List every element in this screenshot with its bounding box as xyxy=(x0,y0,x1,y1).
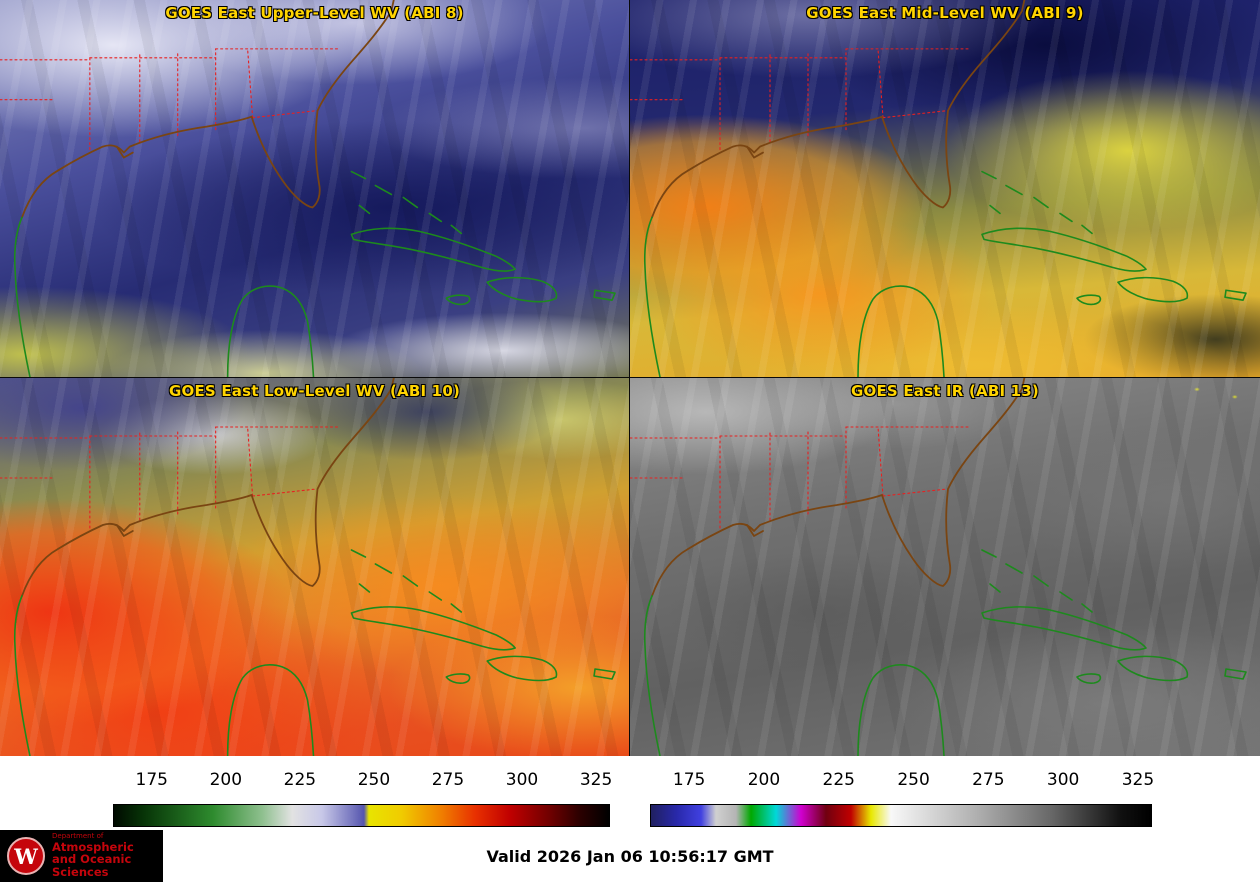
footer-bar: W Department of Atmospheric and Oceanic … xyxy=(0,830,1260,882)
wv-tick-300: 300 xyxy=(505,770,539,790)
map-overlay-slot xyxy=(630,0,1260,377)
wv-tick-200: 200 xyxy=(209,770,243,790)
map-overlay xyxy=(630,378,1247,756)
uw-aos-logo: W Department of Atmospheric and Oceanic … xyxy=(0,830,163,882)
state-borders xyxy=(0,426,339,529)
uw-crest-icon: W xyxy=(7,837,45,875)
panel-ir: GOES East IR (ABI 13) xyxy=(630,378,1260,756)
panel-title-abi10: GOES East Low-Level WV (ABI 10) xyxy=(168,382,461,400)
panel-title-abi8: GOES East Upper-Level WV (ABI 8) xyxy=(165,4,464,22)
panel-title-abi9: GOES East Mid-Level WV (ABI 9) xyxy=(806,4,1084,22)
wv-colorbar: 175 200 225 250 275 300 325 xyxy=(113,756,613,830)
satellite-imagery-abi13 xyxy=(630,378,1260,756)
coastline-us xyxy=(21,378,395,597)
coastline-caribbean xyxy=(13,170,616,377)
coastline-caribbean xyxy=(13,549,616,756)
logo-line-2: and Oceanic Sciences xyxy=(52,852,132,880)
wv-tick-225: 225 xyxy=(283,770,317,790)
wv-colorbar-ticks: 175 200 225 250 275 300 325 xyxy=(113,770,613,798)
ir-colorbar-gradient xyxy=(650,804,1152,827)
ir-tick-250: 250 xyxy=(897,770,930,790)
ir-tick-325: 325 xyxy=(1121,770,1155,790)
panel-upper-level-wv: GOES East Upper-Level WV (ABI 8) xyxy=(0,0,630,378)
satellite-imagery-abi10 xyxy=(0,378,629,756)
logo-line-1: Atmospheric xyxy=(52,839,134,854)
wv-tick-250: 250 xyxy=(357,770,391,790)
satellite-imagery-abi9 xyxy=(630,0,1260,377)
state-borders xyxy=(630,426,969,529)
coastline-us xyxy=(651,378,1026,597)
ir-tick-200: 200 xyxy=(747,770,781,790)
state-borders xyxy=(0,48,339,151)
ir-tick-275: 275 xyxy=(972,770,1005,790)
map-overlay xyxy=(0,378,616,756)
colorbar-row: 175 200 225 250 275 300 325 175 200 225 … xyxy=(0,756,1260,830)
panel-mid-level-wv: GOES East Mid-Level WV (ABI 9) xyxy=(630,0,1260,378)
valid-time-label: Valid 2026 Jan 06 10:56:17 GMT xyxy=(486,846,774,866)
ir-tick-175: 175 xyxy=(672,770,706,790)
ir-colorbar-ticks: 175 200 225 250 275 300 325 xyxy=(650,770,1155,798)
satellite-imagery-abi8 xyxy=(0,0,629,377)
map-overlay-slot xyxy=(0,378,629,756)
panel-title-abi13: GOES East IR (ABI 13) xyxy=(850,382,1039,400)
map-overlay xyxy=(630,0,1247,377)
state-borders xyxy=(630,48,969,151)
wv-colorbar-gradient xyxy=(113,804,610,827)
wv-tick-175: 175 xyxy=(135,770,168,790)
map-overlay xyxy=(0,0,616,377)
panel-grid: GOES East Upper-Level WV (ABI 8) xyxy=(0,0,1260,756)
coastline-us xyxy=(651,0,1026,219)
map-overlay-slot xyxy=(0,0,629,377)
logo-dept-line: Department of xyxy=(52,831,104,840)
ir-tick-225: 225 xyxy=(822,770,855,790)
uw-aos-logo-text: Department of Atmospheric and Oceanic Sc… xyxy=(52,831,156,880)
coastline-caribbean xyxy=(643,549,1247,756)
ir-colorbar: 175 200 225 250 275 300 325 xyxy=(650,756,1155,830)
map-overlay-slot xyxy=(630,378,1260,756)
panel-low-level-wv: GOES East Low-Level WV (ABI 10) xyxy=(0,378,630,756)
ir-tick-300: 300 xyxy=(1046,770,1080,790)
wv-tick-325: 325 xyxy=(579,770,613,790)
wv-tick-275: 275 xyxy=(431,770,465,790)
coastline-caribbean xyxy=(643,170,1247,377)
coastline-us xyxy=(21,0,395,219)
